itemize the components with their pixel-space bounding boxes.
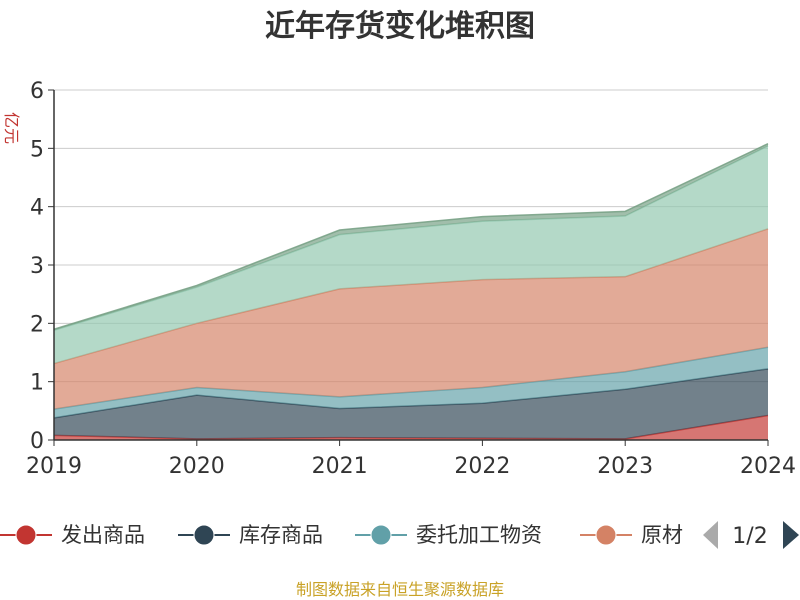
legend-dot-marker <box>193 524 215 546</box>
legend: 发出商品 库存商品 委托加工物资 原材 <box>0 523 683 547</box>
y-tick-label: 2 <box>30 312 44 337</box>
legend-page-indicator: 1/2 <box>732 524 767 549</box>
x-tick-label: 2019 <box>26 454 82 479</box>
legend-dot-marker <box>595 524 617 546</box>
legend-label: 发出商品 <box>61 523 145 547</box>
y-tick-label: 3 <box>30 254 44 279</box>
y-tick-label: 1 <box>30 371 44 396</box>
legend-next-icon[interactable] <box>783 521 799 549</box>
y-axis-label: 亿元 <box>2 112 21 144</box>
axes <box>53 90 769 446</box>
x-tick-labels: 2019 2020 2021 2022 2023 2024 <box>26 454 796 479</box>
x-tick-label: 2022 <box>454 454 510 479</box>
legend-item[interactable]: 库存商品 <box>178 523 323 547</box>
legend-items: 发出商品 库存商品 委托加工物资 原材 <box>0 523 683 547</box>
area-series-4 <box>54 146 768 364</box>
y-tick-label: 0 <box>30 429 44 454</box>
legend-prev-icon[interactable] <box>703 521 718 549</box>
chart-title: 近年存货变化堆积图 <box>265 9 535 44</box>
area-series-2 <box>54 347 768 418</box>
legend-label: 委托加工物资 <box>416 523 542 547</box>
legend-item[interactable]: 委托加工物资 <box>355 523 542 547</box>
area-series-3 <box>54 228 768 410</box>
data-source-note: 制图数据来自恒生聚源数据库 <box>296 580 504 599</box>
y-tick-label: 4 <box>30 196 44 221</box>
legend-item[interactable]: 发出商品 <box>0 523 145 547</box>
x-tick-label: 2024 <box>740 454 796 479</box>
x-tick-label: 2023 <box>597 454 653 479</box>
area-series-line-5 <box>53 142 769 330</box>
y-tick-label: 5 <box>30 137 44 162</box>
x-tick-label: 2020 <box>169 454 225 479</box>
legend-label: 原材 <box>641 523 683 547</box>
legend-label: 库存商品 <box>239 523 323 547</box>
area-series-1 <box>54 368 768 439</box>
y-tick-label: 6 <box>30 79 44 104</box>
y-tick-labels: 0 1 2 3 4 5 6 <box>30 79 44 454</box>
legend-dot-marker <box>15 524 37 546</box>
area-series <box>53 142 769 440</box>
legend-item[interactable]: 原材 <box>580 523 683 547</box>
x-tick-label: 2021 <box>312 454 368 479</box>
legend-dot-marker <box>370 524 392 546</box>
legend-pager: 1/2 <box>703 521 799 549</box>
